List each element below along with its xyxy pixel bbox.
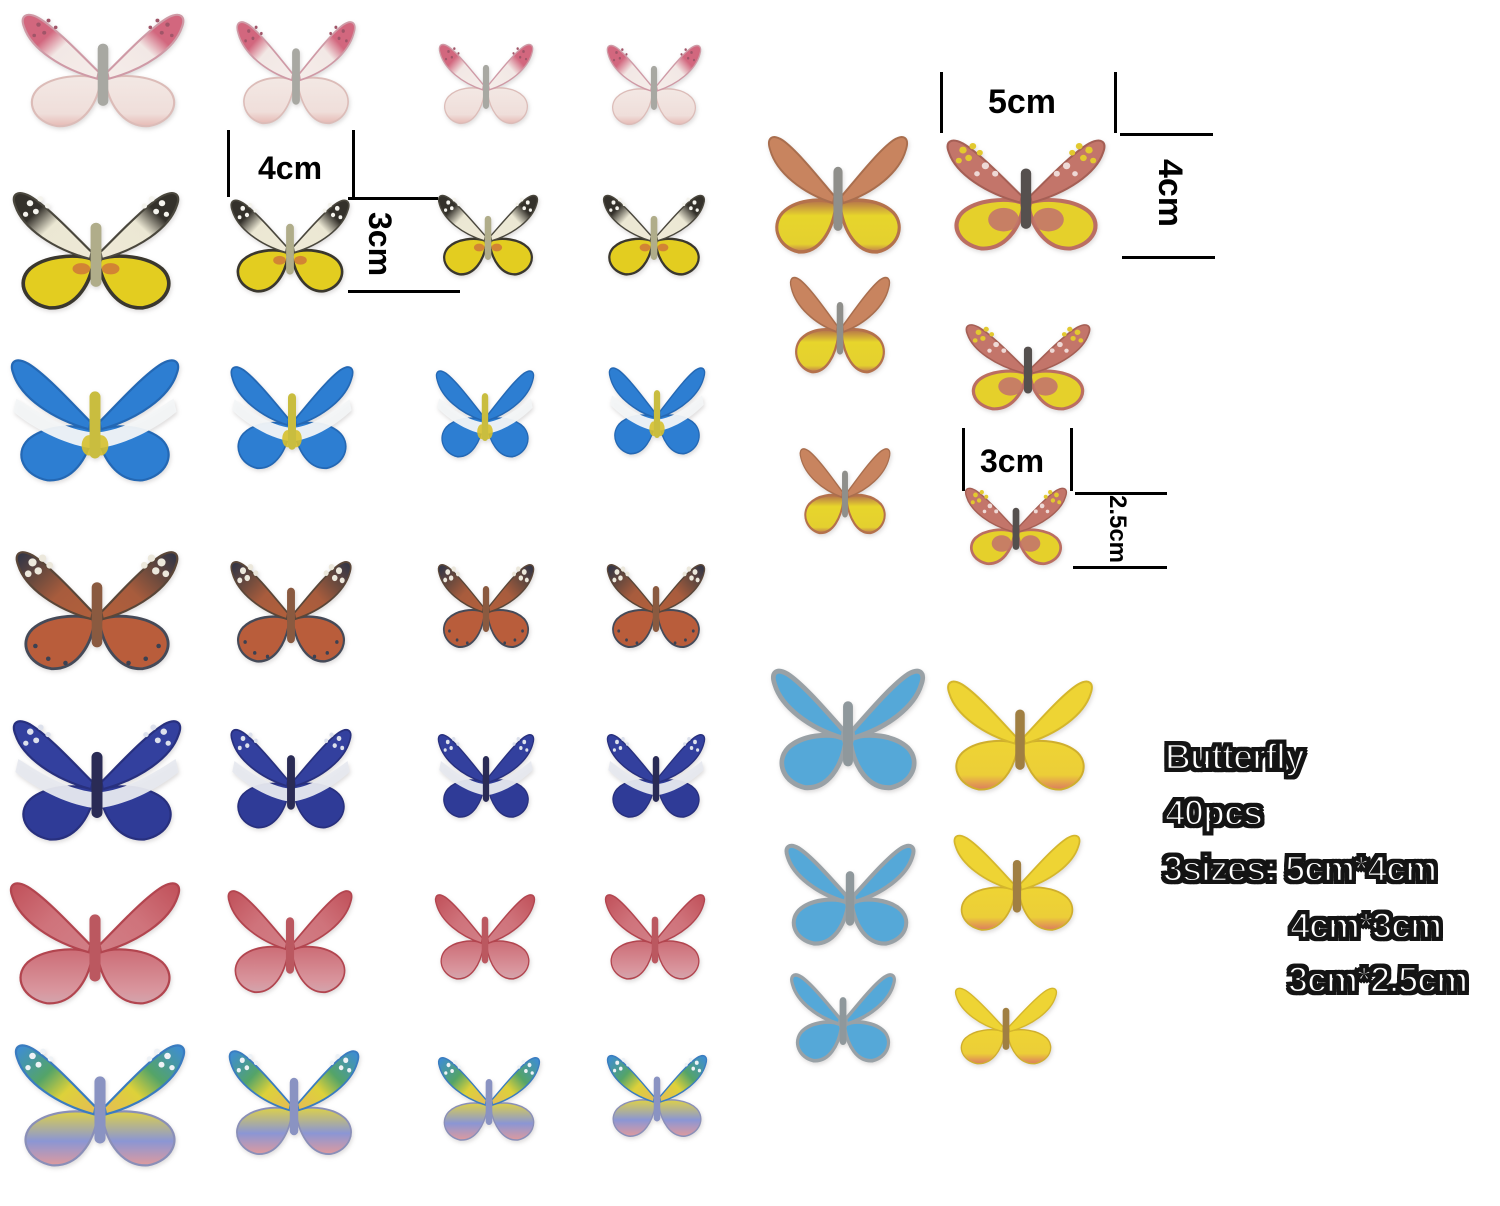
butterfly-orangeyellow bbox=[764, 129, 912, 263]
butterfly-sulphur bbox=[950, 829, 1084, 939]
butterfly-rosyornate bbox=[962, 319, 1094, 417]
butterfly-rainbow bbox=[225, 1044, 363, 1164]
butterfly-bluestripe bbox=[6, 352, 184, 492]
product-title: Butterfly bbox=[1164, 736, 1307, 778]
butterfly-sulphur bbox=[952, 983, 1060, 1071]
measurement-label-small-height-2-5cm: 2.5cm bbox=[1104, 494, 1131, 564]
butterfly-paintedlady bbox=[435, 559, 537, 655]
measurement-tick-left-width-4cm bbox=[227, 130, 230, 197]
butterfly-navy bbox=[435, 729, 537, 825]
measurement-line-right-height-4cm bbox=[1120, 133, 1213, 136]
measurement-line-small-height-2-5cm bbox=[1073, 566, 1167, 569]
measurement-line-small-height-2-5cm bbox=[1075, 492, 1167, 495]
butterfly-rosyornate bbox=[942, 133, 1110, 259]
measurement-label-right-width-5cm: 5cm bbox=[987, 83, 1057, 121]
butterfly-paintedlady bbox=[604, 559, 708, 655]
butterfly-rainbow bbox=[10, 1037, 190, 1177]
measurement-label-left-height-3cm: 3cm bbox=[362, 211, 398, 277]
measurement-line-left-height-3cm bbox=[348, 197, 438, 200]
butterfly-paintedlady bbox=[11, 544, 183, 680]
butterfly-jezebel bbox=[8, 185, 184, 319]
butterfly-rose bbox=[602, 889, 708, 987]
butterfly-bluegray bbox=[788, 969, 898, 1069]
butterfly-bluestripe bbox=[606, 362, 708, 462]
butterfly-pink bbox=[604, 40, 704, 132]
measurement-tick-right-width-5cm bbox=[940, 72, 943, 133]
butterfly-navy bbox=[8, 713, 186, 851]
butterfly-rainbow bbox=[435, 1052, 543, 1148]
measurement-label-right-height-4cm: 4cm bbox=[1151, 158, 1189, 228]
butterfly-sulphur bbox=[943, 674, 1097, 800]
product-sizes-line1: 3sizes: 5cm*4cm bbox=[1162, 848, 1439, 890]
butterfly-orangeyellow bbox=[787, 271, 893, 381]
product-sizes-line3: 3cm*2.5cm bbox=[1287, 959, 1470, 1001]
butterfly-rosyornate bbox=[962, 483, 1070, 571]
butterfly-jezebel bbox=[600, 190, 708, 282]
measurement-tick-small-width-3cm bbox=[962, 428, 965, 491]
butterfly-orangeyellow bbox=[797, 443, 893, 541]
butterfly-rainbow bbox=[604, 1050, 710, 1144]
product-sizes-line2: 4cm*3cm bbox=[1289, 905, 1444, 947]
measurement-tick-right-width-5cm bbox=[1114, 72, 1117, 133]
measurement-tick-small-width-3cm bbox=[1070, 428, 1073, 491]
measurement-tick-left-width-4cm bbox=[352, 130, 355, 199]
butterfly-rose bbox=[224, 884, 356, 1002]
butterfly-bluestripe bbox=[433, 365, 537, 465]
butterfly-bluegray bbox=[782, 839, 918, 953]
measurement-line-right-height-4cm bbox=[1122, 256, 1215, 259]
butterfly-pink bbox=[17, 7, 189, 137]
butterfly-pink bbox=[436, 39, 536, 131]
butterfly-navy bbox=[227, 723, 355, 837]
product-quantity: 40pcs bbox=[1164, 792, 1265, 834]
butterfly-rose bbox=[432, 889, 538, 987]
butterfly-rose bbox=[5, 875, 185, 1015]
butterfly-paintedlady bbox=[227, 555, 355, 671]
butterfly-jezebel bbox=[435, 190, 541, 282]
measurement-label-left-width-4cm: 4cm bbox=[257, 150, 323, 186]
butterfly-bluestripe bbox=[227, 360, 357, 478]
butterfly-jezebel bbox=[227, 194, 353, 300]
butterfly-navy bbox=[604, 729, 708, 825]
butterfly-pink bbox=[233, 15, 359, 133]
measurement-label-small-width-3cm: 3cm bbox=[979, 443, 1045, 479]
measurement-line-left-height-3cm bbox=[348, 290, 460, 293]
butterfly-bluegray bbox=[768, 663, 928, 799]
